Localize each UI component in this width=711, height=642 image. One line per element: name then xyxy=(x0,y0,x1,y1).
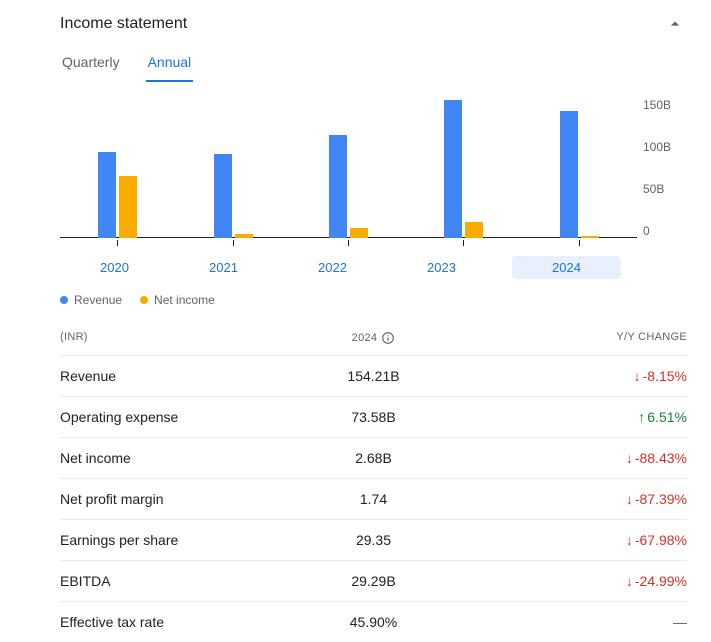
table-row: EBITDA29.29B↓-24.99% xyxy=(60,560,687,601)
arrow-down-icon: ↓ xyxy=(626,573,633,589)
bar-netincome[interactable] xyxy=(119,176,137,238)
panel-title: Income statement xyxy=(60,15,187,33)
table-header: (INR) 2024 Y/Y CHANGE xyxy=(60,325,687,355)
y-axis-tick-label: 50B xyxy=(643,182,664,196)
year-label[interactable]: 2022 xyxy=(278,256,387,279)
bar-revenue[interactable] xyxy=(98,152,116,238)
metric-name: Earnings per share xyxy=(60,532,269,548)
change-column-header: Y/Y CHANGE xyxy=(478,331,687,345)
chart-legend: Revenue Net income xyxy=(60,293,687,307)
x-axis-tick xyxy=(522,240,637,246)
metric-change: ↑6.51% xyxy=(478,409,687,425)
metric-change: ↓-87.39% xyxy=(478,491,687,507)
year-column-header: 2024 xyxy=(269,331,478,345)
bar-revenue[interactable] xyxy=(329,135,347,238)
income-statement-panel: Income statement Quarterly Annual 150B 10… xyxy=(0,0,711,642)
x-axis-tick xyxy=(175,240,290,246)
currency-label: (INR) xyxy=(60,331,269,345)
table-row: Revenue154.21B↓-8.15% xyxy=(60,355,687,396)
arrow-down-icon: ↓ xyxy=(634,368,641,384)
metric-name: Effective tax rate xyxy=(60,614,269,630)
info-icon[interactable] xyxy=(381,331,395,345)
legend-item-revenue: Revenue xyxy=(60,293,122,307)
tab-annual[interactable]: Annual xyxy=(146,48,194,82)
metric-name: Revenue xyxy=(60,368,269,384)
y-axis-tick-label: 0 xyxy=(643,224,650,238)
y-axis-tick-label: 150B xyxy=(643,98,671,112)
metric-name: Operating expense xyxy=(60,409,269,425)
legend-item-netincome: Net income xyxy=(140,293,215,307)
bar-netincome[interactable] xyxy=(465,222,483,238)
metric-value: 29.29B xyxy=(269,573,478,589)
bar-group[interactable] xyxy=(406,98,521,238)
year-label[interactable]: 2021 xyxy=(169,256,278,279)
bar-group[interactable] xyxy=(522,98,637,238)
period-tabs: Quarterly Annual xyxy=(60,48,687,82)
legend-label-revenue: Revenue xyxy=(74,293,122,307)
metrics-table: Revenue154.21B↓-8.15%Operating expense73… xyxy=(60,355,687,642)
metric-change: — xyxy=(478,614,687,630)
metric-name: Net income xyxy=(60,450,269,466)
year-label[interactable]: 2024 xyxy=(512,256,621,279)
metric-value: 2.68B xyxy=(269,450,478,466)
metric-value: 154.21B xyxy=(269,368,478,384)
bar-netincome[interactable] xyxy=(350,228,368,238)
x-axis-labels: 2020202120222023 2024 xyxy=(60,256,687,279)
metric-value: 1.74 xyxy=(269,491,478,507)
metric-name: Net profit margin xyxy=(60,491,269,507)
bar-chart: 150B 100B 50B 0 xyxy=(60,98,687,238)
bar-revenue[interactable] xyxy=(560,111,578,238)
tab-quarterly[interactable]: Quarterly xyxy=(60,48,122,82)
metric-change: ↓-67.98% xyxy=(478,532,687,548)
table-row: Net income2.68B↓-88.43% xyxy=(60,437,687,478)
arrow-down-icon: ↓ xyxy=(626,532,633,548)
x-axis-tick xyxy=(60,240,175,246)
legend-label-netincome: Net income xyxy=(154,293,215,307)
panel-header: Income statement xyxy=(60,8,687,48)
year-label[interactable]: 2023 xyxy=(387,256,496,279)
collapse-icon[interactable] xyxy=(663,12,687,36)
y-axis-labels: 150B 100B 50B 0 xyxy=(637,98,687,238)
metric-change: ↓-24.99% xyxy=(478,573,687,589)
bar-revenue[interactable] xyxy=(214,154,232,238)
x-axis-tick xyxy=(406,240,521,246)
arrow-down-icon: ↓ xyxy=(626,450,633,466)
table-row: Net profit margin1.74↓-87.39% xyxy=(60,478,687,519)
arrow-up-icon: ↑ xyxy=(638,409,645,425)
bar-group[interactable] xyxy=(60,98,175,238)
y-axis-tick-label: 100B xyxy=(643,140,671,154)
metric-value: 45.90% xyxy=(269,614,478,630)
bar-netincome[interactable] xyxy=(581,236,599,238)
table-row: Operating expense73.58B↑6.51% xyxy=(60,396,687,437)
bar-netincome[interactable] xyxy=(235,234,253,238)
bar-group[interactable] xyxy=(291,98,406,238)
metric-change: ↓-88.43% xyxy=(478,450,687,466)
metric-value: 73.58B xyxy=(269,409,478,425)
table-row: Effective tax rate45.90%— xyxy=(60,601,687,642)
metric-change: ↓-8.15% xyxy=(478,368,687,384)
x-axis-tick xyxy=(291,240,406,246)
bar-group[interactable] xyxy=(175,98,290,238)
metric-name: EBITDA xyxy=(60,573,269,589)
arrow-down-icon: ↓ xyxy=(626,491,633,507)
bar-revenue[interactable] xyxy=(444,100,462,238)
metric-value: 29.35 xyxy=(269,532,478,548)
year-label[interactable]: 2020 xyxy=(60,256,169,279)
table-row: Earnings per share29.35↓-67.98% xyxy=(60,519,687,560)
